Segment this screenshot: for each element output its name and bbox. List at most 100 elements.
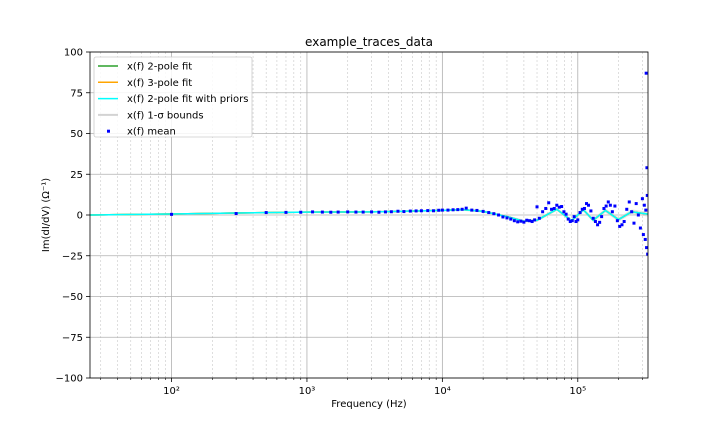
data-point <box>284 210 288 214</box>
x-axis: 10² 10³ 10⁴ 10⁵ <box>100 378 643 397</box>
y-tick-label: −50 <box>62 292 83 303</box>
data-point <box>437 208 441 212</box>
chart-title: example_traces_data <box>305 35 433 49</box>
mean-points <box>170 71 648 256</box>
data-point <box>389 210 393 214</box>
y-tick-label: 25 <box>70 170 83 181</box>
x-axis-label: Frequency (Hz) <box>331 399 407 410</box>
data-point <box>625 207 629 211</box>
data-point <box>530 220 534 224</box>
data-point <box>512 219 516 223</box>
data-point <box>501 215 505 219</box>
data-point <box>557 205 561 209</box>
data-point <box>555 203 559 207</box>
data-point <box>320 210 324 214</box>
x-tick-label: 10² <box>163 386 180 397</box>
data-point <box>582 206 586 210</box>
data-point <box>645 246 648 250</box>
data-point <box>533 218 537 222</box>
data-point <box>593 220 597 224</box>
data-point <box>580 207 584 211</box>
x-tick-label: 10⁴ <box>434 386 451 397</box>
data-point <box>537 216 541 220</box>
data-point <box>587 203 591 207</box>
data-point <box>636 213 640 217</box>
data-point <box>264 211 268 215</box>
data-point <box>585 202 589 206</box>
data-point <box>642 203 646 207</box>
legend-box <box>93 56 253 138</box>
data-point <box>505 216 509 220</box>
data-point <box>311 210 315 214</box>
data-point <box>419 209 423 213</box>
data-point <box>620 223 624 227</box>
data-point <box>535 205 539 209</box>
x-tick-label: 10⁵ <box>569 386 586 397</box>
legend: x(f) 2-pole fit x(f) 3-pole fit x(f) 2-pol… <box>93 56 253 138</box>
data-point <box>570 219 574 223</box>
data-point <box>396 209 400 213</box>
legend-marker <box>107 129 110 133</box>
data-point <box>470 208 474 212</box>
data-point <box>589 209 593 213</box>
data-point <box>354 210 358 214</box>
legend-label: x(f) 1-σ bounds <box>127 110 204 121</box>
data-point <box>544 206 548 210</box>
y-tick-label: −75 <box>62 333 83 344</box>
data-point <box>492 212 496 216</box>
data-point <box>299 210 303 214</box>
data-point <box>643 237 647 241</box>
data-point <box>640 197 644 201</box>
data-point <box>497 213 501 217</box>
data-point <box>572 215 576 219</box>
data-point <box>336 210 340 214</box>
data-point <box>622 220 626 224</box>
y-tick-label: 75 <box>70 88 83 99</box>
legend-label: x(f) 3-pole fit <box>127 78 192 89</box>
data-point <box>606 200 610 204</box>
data-point <box>646 252 648 256</box>
data-point <box>644 208 648 212</box>
legend-label: x(f) 2-pole fit <box>127 62 192 73</box>
data-point <box>460 207 464 211</box>
data-point <box>644 71 648 75</box>
data-point <box>475 208 479 212</box>
y-axis-label: Im(dI/dV) (Ω⁻¹) <box>41 178 52 252</box>
grid <box>90 51 648 379</box>
data-point <box>608 203 612 207</box>
y-tick-label: 50 <box>70 129 83 140</box>
data-point <box>487 211 491 215</box>
data-point <box>440 208 444 212</box>
data-point <box>481 209 485 213</box>
data-point <box>638 226 642 230</box>
data-point <box>615 219 619 223</box>
data-point <box>547 201 551 205</box>
data-point <box>604 204 608 208</box>
data-point <box>446 208 450 212</box>
data-point <box>170 212 174 216</box>
data-point <box>361 210 365 214</box>
data-point <box>578 211 582 215</box>
data-point <box>610 210 614 214</box>
data-point <box>576 218 580 222</box>
data-point <box>414 209 418 213</box>
data-point <box>528 219 532 223</box>
data-point <box>564 212 568 216</box>
data-point <box>516 220 520 224</box>
data-point <box>596 223 600 227</box>
data-point <box>600 215 604 219</box>
data-point <box>525 218 529 222</box>
data-point <box>552 206 556 210</box>
data-point <box>574 220 578 224</box>
data-point <box>346 210 350 214</box>
data-point <box>408 209 412 213</box>
data-point <box>383 210 387 214</box>
data-point <box>464 206 468 210</box>
data-point <box>426 209 430 213</box>
data-point <box>509 217 513 221</box>
data-point <box>560 205 564 209</box>
data-point <box>451 208 455 212</box>
y-tick-label: 100 <box>64 48 83 59</box>
data-point <box>634 202 638 206</box>
